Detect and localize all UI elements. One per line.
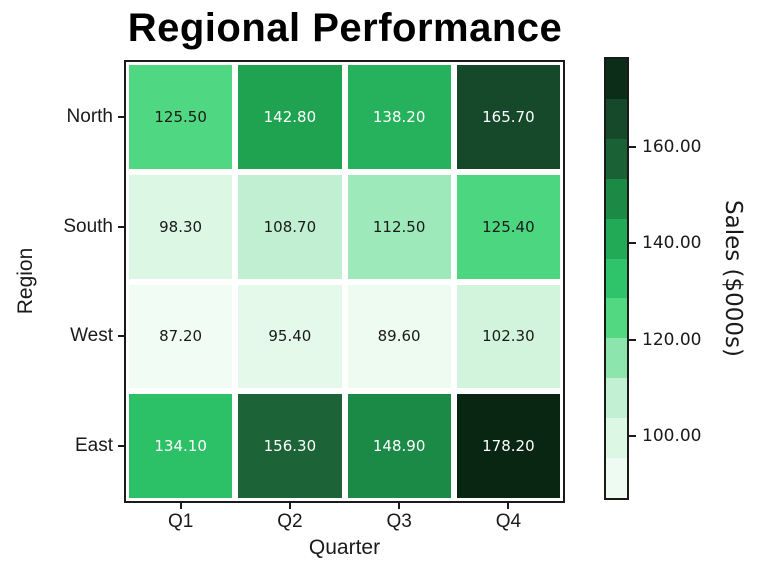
x-tick-label: Q2 <box>277 511 303 532</box>
colorbar-tick: 100.00 <box>629 426 701 446</box>
heatmap-cell: 178.20 <box>456 394 560 498</box>
cell-value-label: 142.80 <box>263 107 317 126</box>
x-tick-label: Q1 <box>167 511 194 532</box>
x-tick-mark <box>179 503 182 509</box>
cell-value-label: 134.10 <box>154 437 207 456</box>
colorbar-band <box>606 218 627 259</box>
colorbar-tick-label: 140.00 <box>642 233 702 254</box>
x-tick: Q1 <box>129 503 232 533</box>
heatmap-grid: 125.50 142.80 138.20 165.70 98.30 108.70 112.5… <box>129 65 560 498</box>
x-tick-label: Q3 <box>386 511 412 532</box>
heatmap-cell: 148.90 <box>347 394 451 498</box>
colorbar-tick: 160.00 <box>629 137 701 157</box>
cell-value-label: 89.60 <box>377 327 421 346</box>
cell-value-label: 178.20 <box>482 437 535 456</box>
x-tick-labels: Q1 Q2 Q3 Q4 <box>124 503 565 533</box>
y-tick-mark <box>118 445 124 448</box>
x-tick-mark <box>507 503 510 509</box>
heatmap-cell: 95.40 <box>238 284 342 389</box>
colorbar-tick-mark <box>629 242 636 245</box>
heatmap-cell: 134.10 <box>129 394 233 498</box>
x-axis-label: Quarter <box>308 536 381 559</box>
y-tick: South <box>0 175 124 279</box>
heatmap-cell: 108.70 <box>238 174 342 279</box>
y-tick-mark <box>118 225 124 228</box>
colorbar-tick-label: 120.00 <box>642 329 702 350</box>
heatmap-cell: 87.20 <box>129 284 233 389</box>
chart-title: Regional Performance <box>127 6 563 50</box>
colorbar-tick-label: 160.00 <box>642 136 702 157</box>
colorbar-band <box>606 458 627 498</box>
cell-value-label: 125.40 <box>482 217 535 236</box>
cell-value-label: 138.20 <box>372 107 426 126</box>
y-tick-label: North <box>66 105 113 127</box>
y-tick-labels: North South West East <box>0 60 124 503</box>
y-tick-mark <box>118 115 124 118</box>
cell-value-label: 112.50 <box>372 217 426 236</box>
cell-value-label: 125.50 <box>154 107 207 126</box>
heatmap-cell: 138.20 <box>347 65 451 169</box>
x-tick: Q4 <box>457 503 560 533</box>
y-tick-label: West <box>70 325 113 347</box>
colorbar-tick-mark <box>629 145 636 148</box>
x-tick-label: Q4 <box>495 511 522 532</box>
x-tick: Q2 <box>238 503 341 533</box>
plot-area: 125.50 142.80 138.20 165.70 98.30 108.70 112.5… <box>124 60 565 503</box>
cell-value-label: 98.30 <box>159 217 203 236</box>
colorbar-tick-mark <box>629 338 636 341</box>
cell-value-label: 102.30 <box>482 327 535 346</box>
y-tick-label: East <box>74 435 113 457</box>
cell-value-label: 156.30 <box>263 437 317 456</box>
heatmap-cell: 98.30 <box>129 174 233 279</box>
cell-value-label: 95.40 <box>268 327 312 346</box>
heatmap-cell: 142.80 <box>238 65 342 169</box>
colorbar-tick: 120.00 <box>629 330 701 350</box>
y-tick-mark <box>118 335 124 338</box>
x-tick-mark <box>398 503 401 509</box>
colorbar-band <box>606 418 627 459</box>
x-tick-mark <box>288 503 291 509</box>
colorbar-band <box>606 178 627 219</box>
x-tick: Q3 <box>348 503 451 533</box>
y-tick-label: South <box>63 215 113 237</box>
colorbar-band <box>606 378 627 419</box>
cell-value-label: 148.90 <box>372 437 426 456</box>
heatmap-cell: 89.60 <box>347 284 451 389</box>
colorbar-tick-label: 100.00 <box>642 426 702 447</box>
colorbar-band <box>606 138 627 179</box>
colorbar-ticks: 100.00 120.00 140.00 160.00 <box>629 57 749 500</box>
heatmap-cell: 125.40 <box>456 174 560 279</box>
colorbar-band <box>606 298 627 339</box>
cell-value-label: 165.70 <box>482 107 535 126</box>
colorbar-band <box>606 59 627 99</box>
cell-value-label: 87.20 <box>159 327 203 346</box>
colorbar <box>604 57 629 500</box>
heatmap-cell: 102.30 <box>456 284 560 389</box>
colorbar-tick-mark <box>629 435 636 438</box>
y-tick: West <box>0 285 124 389</box>
colorbar-tick: 140.00 <box>629 233 701 253</box>
heatmap-cell: 112.50 <box>347 174 451 279</box>
y-tick: East <box>0 394 124 498</box>
colorbar-axis-label: Sales ($000s) <box>720 200 746 357</box>
colorbar-band <box>606 338 627 379</box>
y-tick: North <box>0 65 124 169</box>
heatmap-cell: 156.30 <box>238 394 342 498</box>
colorbar-band <box>606 258 627 299</box>
colorbar-band <box>606 98 627 139</box>
cell-value-label: 108.70 <box>263 217 317 236</box>
heatmap-cell: 165.70 <box>456 65 560 169</box>
heatmap-cell: 125.50 <box>129 65 233 169</box>
